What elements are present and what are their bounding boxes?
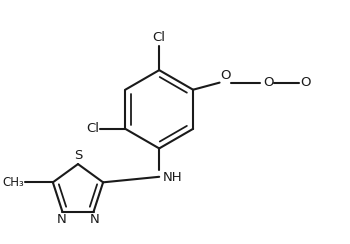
Text: O: O bbox=[220, 69, 231, 82]
Text: Cl: Cl bbox=[86, 122, 99, 135]
Text: S: S bbox=[74, 149, 82, 162]
Text: NH: NH bbox=[163, 171, 183, 184]
Text: O: O bbox=[300, 76, 310, 89]
Text: O: O bbox=[263, 76, 274, 89]
Text: Cl: Cl bbox=[153, 31, 166, 44]
Text: CH₃: CH₃ bbox=[3, 176, 25, 189]
Text: N: N bbox=[90, 213, 99, 226]
Text: N: N bbox=[57, 213, 66, 226]
